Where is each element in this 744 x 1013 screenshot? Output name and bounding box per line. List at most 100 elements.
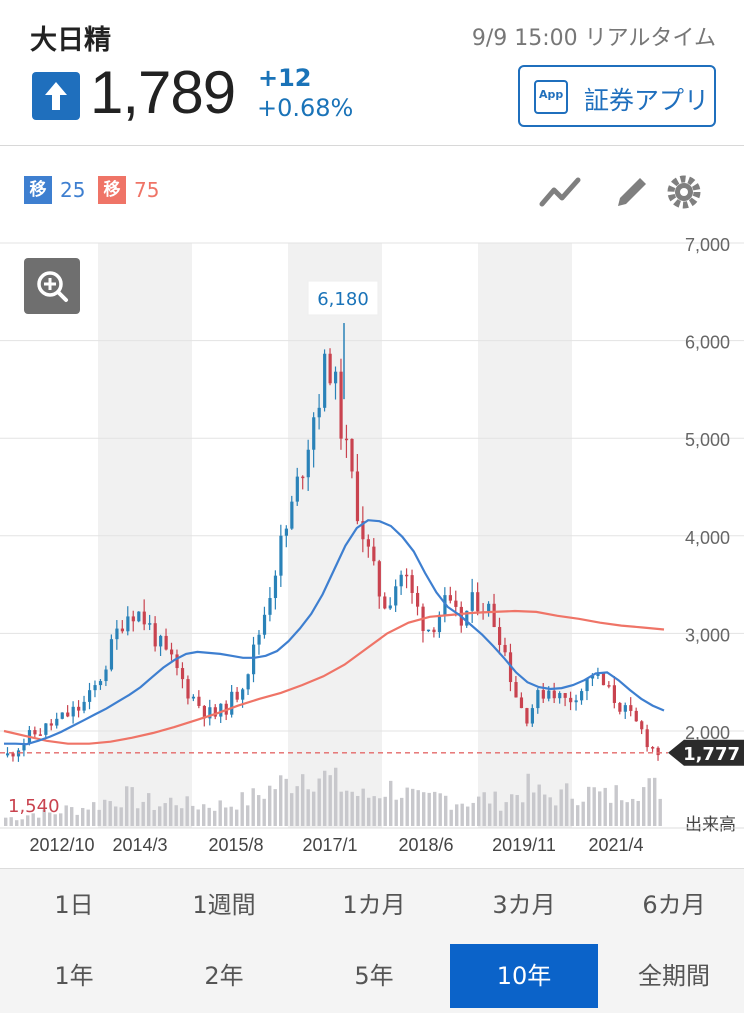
candle (405, 574, 409, 577)
tab-6[interactable]: 1年 (54, 962, 94, 990)
candle (366, 539, 370, 547)
zoom-button[interactable] (24, 258, 80, 314)
candle (454, 600, 458, 607)
tab-10[interactable]: 全期間 (638, 962, 710, 990)
volume-bar (493, 791, 497, 826)
candle (246, 674, 250, 690)
candle (142, 611, 146, 625)
tab-2[interactable]: 1週間 (192, 891, 256, 919)
volume-bar (64, 805, 68, 826)
tab-8[interactable]: 5年 (354, 962, 394, 990)
stock-header: 大日精 9/9 15:00 リアルタイム 1,789 +12 +0.68% Ap… (0, 0, 744, 146)
y-tick-label: 5,000 (685, 430, 730, 450)
volume-bar (81, 807, 85, 826)
volume-bar (48, 812, 52, 826)
volume-bar (317, 778, 321, 826)
volume-bar (75, 814, 79, 826)
volume-bar (631, 798, 635, 826)
candle (6, 753, 10, 756)
volume-bar (246, 805, 250, 826)
volume-bar (598, 791, 602, 826)
volume-bar (92, 802, 96, 826)
candle (153, 623, 157, 647)
volume-bar (422, 792, 426, 826)
volume-bar (141, 801, 145, 826)
volume-bar (394, 799, 398, 826)
volume-bar (658, 798, 662, 826)
high-label: 6,180 (317, 289, 369, 310)
candle (109, 639, 114, 670)
x-tick-label: 2021/4 (588, 835, 643, 855)
volume-bar (42, 809, 46, 826)
candle (317, 407, 321, 418)
tab-7[interactable]: 2年 (204, 962, 244, 990)
volume-bar (108, 801, 112, 826)
candle (262, 614, 267, 635)
candle (580, 691, 584, 701)
candle (22, 743, 26, 751)
candle (159, 635, 163, 647)
volume-bar (130, 787, 134, 826)
volume-bar (444, 795, 448, 826)
tab-4[interactable]: 3カ月 (492, 891, 556, 919)
volume-bar (526, 773, 530, 826)
tab-1[interactable]: 1日 (54, 891, 94, 919)
candle (312, 417, 316, 450)
candle (49, 723, 53, 726)
pencil-icon[interactable] (618, 178, 646, 206)
candle (88, 690, 92, 702)
candle (525, 708, 529, 724)
candle (470, 592, 474, 611)
tab-9[interactable]: 10年 (450, 944, 598, 1008)
tab-5[interactable]: 6カ月 (642, 891, 706, 919)
volume-bar (334, 767, 338, 826)
volume-axis-label: 出来高 (685, 815, 736, 835)
candle (629, 705, 633, 711)
candle (137, 611, 141, 622)
candle (38, 734, 42, 736)
candle (514, 682, 518, 698)
volume-bar (543, 794, 547, 826)
candle (82, 701, 86, 711)
volume-bar (510, 794, 514, 826)
volume-bar (482, 792, 486, 826)
candle (350, 438, 354, 472)
candle (197, 696, 201, 706)
candle (93, 685, 97, 691)
candle (120, 628, 124, 632)
volume-bar (103, 799, 107, 826)
zoom-icon (37, 271, 63, 297)
volume-bar (356, 795, 360, 826)
volume-bar (559, 789, 563, 826)
candle (208, 707, 212, 719)
volume-bar (235, 809, 239, 826)
line-chart-icon[interactable] (539, 177, 581, 207)
volume-bar (268, 785, 272, 826)
candle (273, 575, 278, 599)
volume-bar (125, 786, 129, 826)
volume-bar (378, 798, 382, 826)
volume-bar (323, 770, 327, 826)
candle (268, 598, 272, 615)
candle (170, 649, 174, 655)
volume-bar (515, 795, 519, 826)
candle (115, 628, 119, 640)
up-arrow-icon (32, 72, 80, 120)
candle (55, 718, 59, 726)
candle (656, 747, 660, 756)
price-change-pct: +0.68% (257, 94, 354, 122)
tab-3[interactable]: 1カ月 (342, 891, 406, 919)
candle (295, 476, 299, 502)
volume-bar (37, 817, 41, 826)
volume-bar (427, 792, 431, 826)
volume-bar (411, 788, 415, 826)
candle (361, 521, 365, 540)
securities-app-button[interactable]: App 証券アプリ (518, 65, 716, 127)
candle (498, 627, 502, 645)
ma25-badge: 移 (24, 176, 52, 204)
volume-bar (614, 785, 618, 826)
gear-icon[interactable] (667, 175, 701, 209)
volume-bar (218, 800, 222, 826)
candle (552, 690, 556, 699)
x-tick-label: 2014/3 (112, 835, 167, 855)
